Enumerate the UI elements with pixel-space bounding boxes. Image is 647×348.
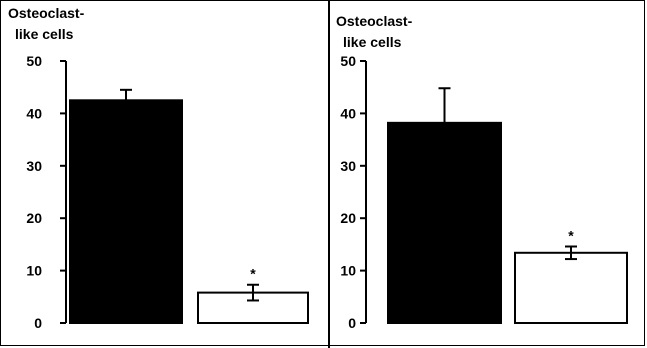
y-tick-label: 0 bbox=[348, 315, 356, 331]
y-tick-label: 50 bbox=[340, 53, 356, 69]
y-tick-label: 50 bbox=[26, 53, 42, 69]
significance-marker: * bbox=[568, 227, 574, 243]
y-axis-label-line2: like cells bbox=[343, 34, 402, 50]
bar bbox=[387, 121, 502, 324]
bar bbox=[514, 251, 628, 324]
y-tick-label: 10 bbox=[340, 263, 356, 279]
significance-marker: * bbox=[250, 266, 256, 282]
y-tick-label: 30 bbox=[340, 158, 356, 174]
panel-divider bbox=[328, 0, 330, 348]
y-tick-label: 40 bbox=[26, 105, 42, 121]
y-tick-label: 20 bbox=[340, 210, 356, 226]
y-tick-label: 30 bbox=[26, 158, 42, 174]
y-axis-label-line2: like cells bbox=[15, 26, 74, 42]
bar bbox=[69, 99, 183, 324]
y-tick-label: 40 bbox=[340, 105, 356, 121]
y-tick-label: 20 bbox=[26, 210, 42, 226]
y-axis-label-line1: Osteoclast- bbox=[336, 13, 413, 29]
y-axis-label-line1: Osteoclast- bbox=[8, 5, 85, 21]
y-tick-label: 10 bbox=[26, 263, 42, 279]
y-tick-label: 0 bbox=[34, 315, 42, 331]
